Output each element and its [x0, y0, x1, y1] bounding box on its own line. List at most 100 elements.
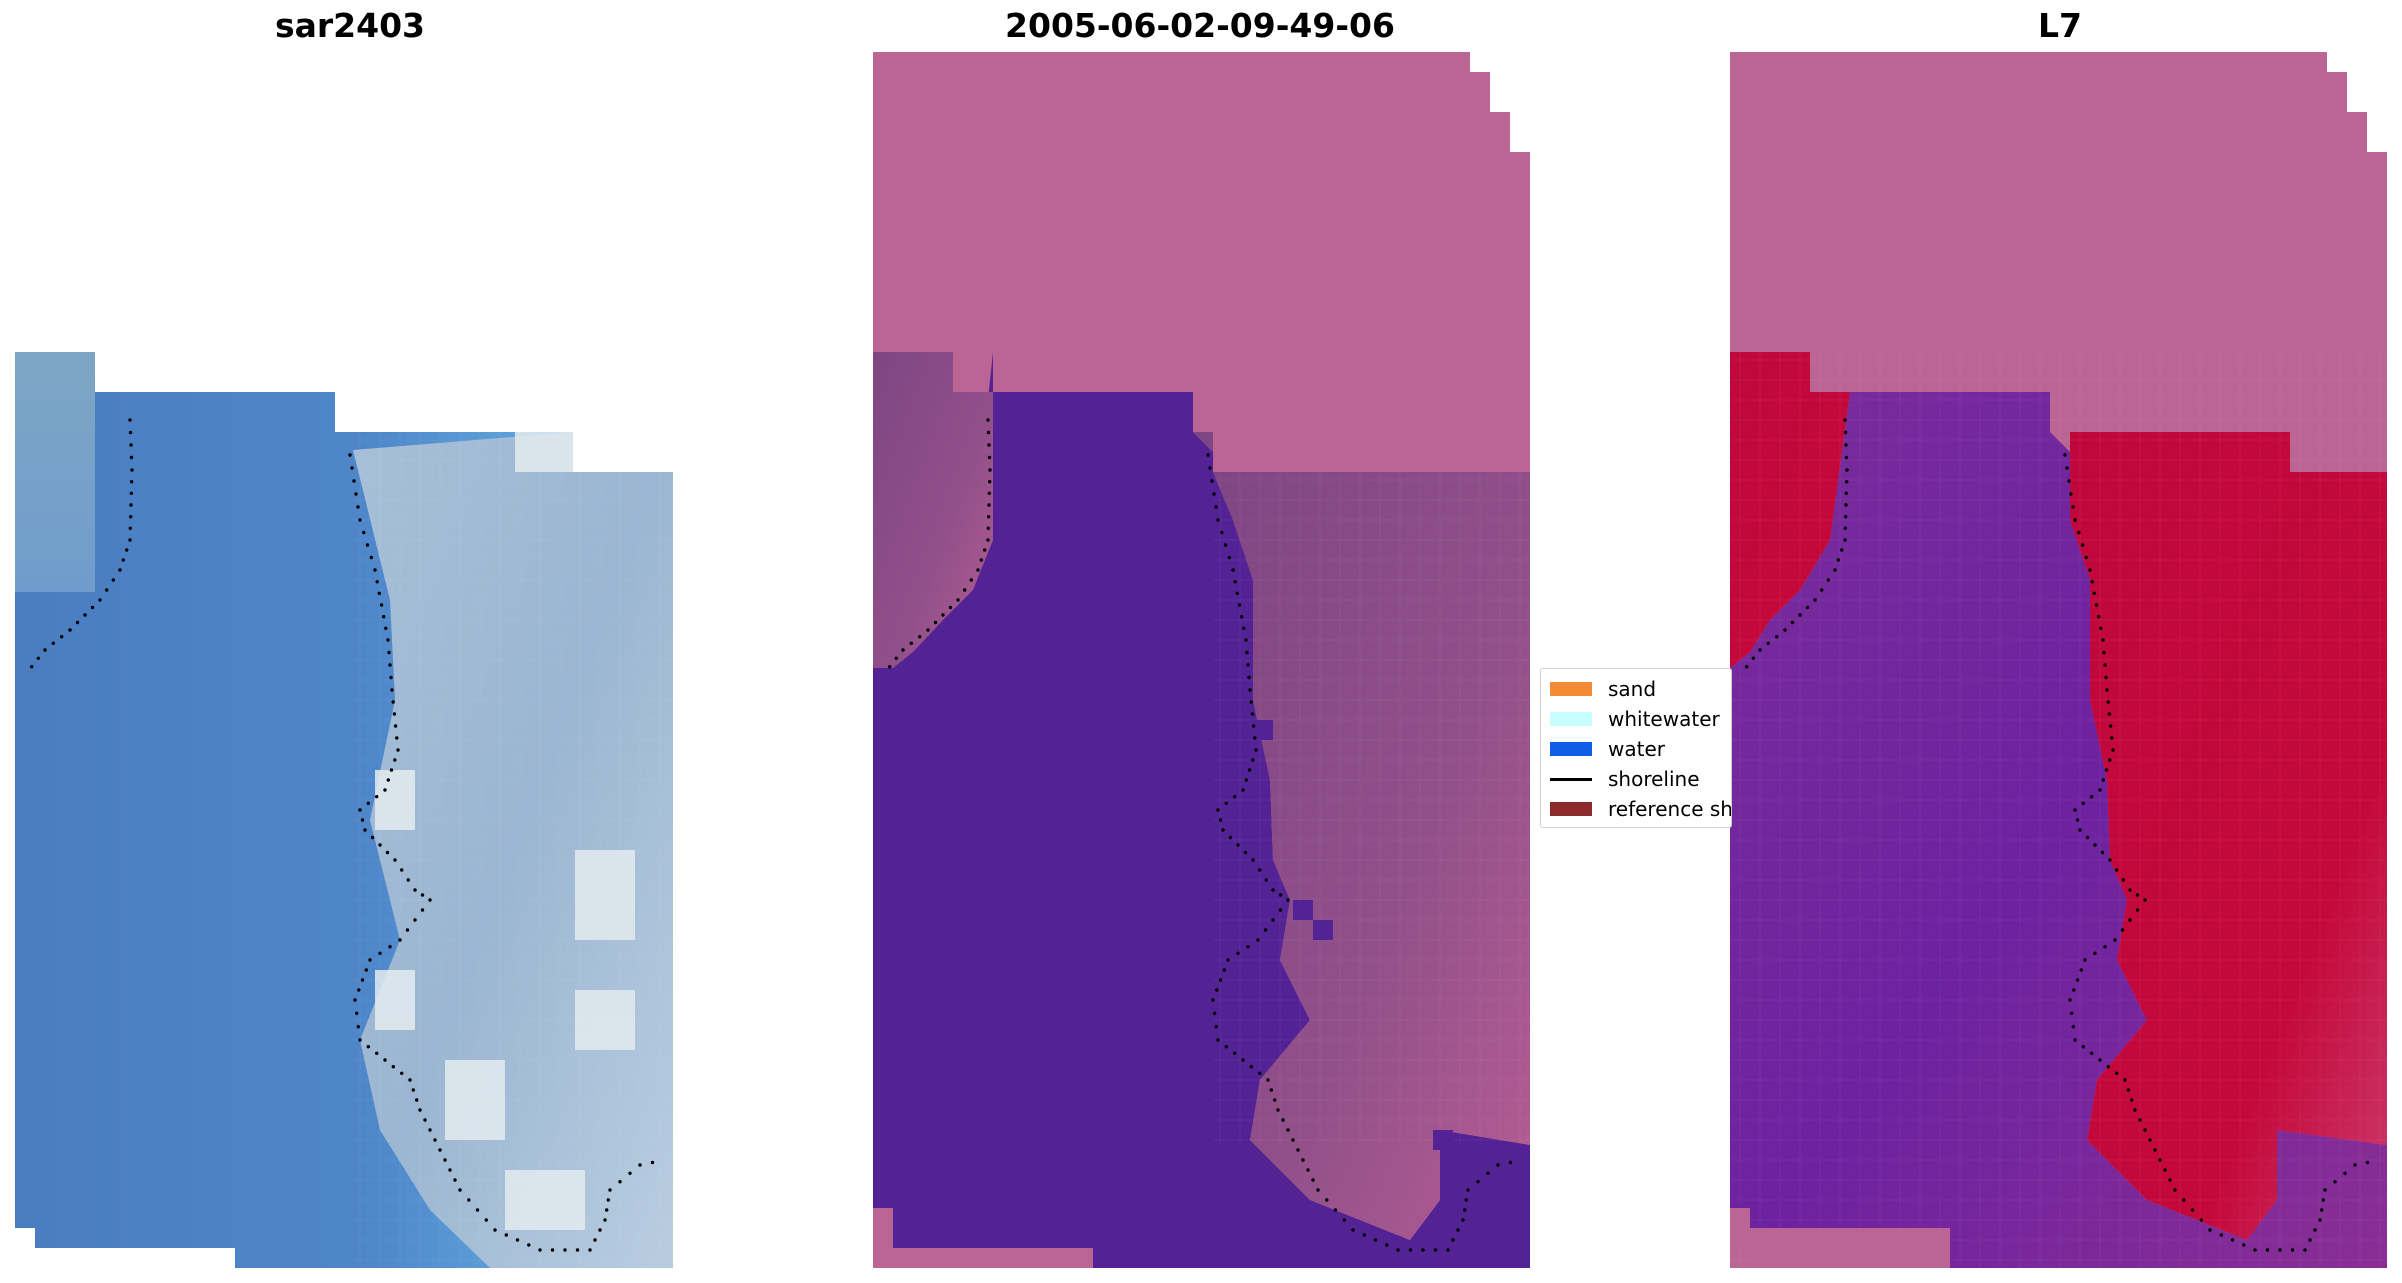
shoreline-dot: [368, 958, 372, 962]
shoreline-dot: [415, 1098, 419, 1102]
shoreline-dot: [2173, 1188, 2177, 1192]
shoreline-dot: [2153, 1148, 2157, 1152]
shoreline-dot: [987, 491, 991, 495]
legend-swatch-water: [1550, 742, 1592, 756]
shoreline-dot: [2106, 1065, 2110, 1069]
shoreline-dot: [438, 1148, 442, 1152]
shoreline-dot: [413, 918, 417, 922]
shoreline-dot: [129, 503, 133, 507]
shoreline-dot: [1220, 530, 1224, 535]
shoreline-dot: [130, 480, 134, 484]
shoreline-dot: [1223, 543, 1228, 547]
shoreline-dot: [60, 635, 64, 639]
shoreline-dot: [2093, 951, 2097, 955]
panel-title-mndwi: L7: [2038, 6, 2082, 45]
shoreline-dot: [1333, 1208, 1338, 1212]
shoreline-dot: [1241, 788, 1245, 792]
legend-line-shoreline: [1550, 778, 1592, 781]
shoreline-dot: [373, 568, 377, 572]
shoreline-dot: [2108, 858, 2112, 862]
shoreline-dot: [389, 768, 394, 772]
shoreline-dot: [2343, 1171, 2347, 1176]
classified-land: [873, 352, 993, 668]
shoreline-dot: [348, 453, 352, 457]
shoreline-dot: [128, 430, 133, 435]
shoreline-dot: [2063, 453, 2067, 457]
shoreline-dot: [2104, 675, 2108, 680]
shoreline-dot: [2253, 1248, 2257, 1252]
shoreline-dot: [1227, 555, 1232, 560]
shoreline-dot: [393, 858, 397, 862]
shoreline-dot: [598, 1228, 602, 1232]
shoreline-dot: [2128, 918, 2132, 922]
shoreline-dot: [2323, 1188, 2327, 1192]
shoreline-dot: [2068, 998, 2072, 1002]
shoreline-dot: [2100, 850, 2105, 855]
shoreline-dot: [515, 1238, 520, 1242]
shoreline-dot: [383, 788, 387, 792]
shoreline-dot: [128, 418, 132, 422]
shoreline-dot: [420, 893, 425, 897]
shoreline-dot: [111, 578, 116, 582]
shoreline-dot: [118, 568, 122, 572]
shoreline-dot: [378, 951, 382, 955]
shoreline-dot: [2108, 724, 2113, 728]
shoreline-dot: [357, 988, 361, 992]
shoreline-dot: [2278, 1248, 2282, 1252]
shoreline-dot: [2093, 843, 2097, 847]
legend-item-whitewater: whitewater: [1541, 708, 1731, 730]
shoreline-dot: [1291, 1138, 1295, 1142]
shoreline-dot: [360, 978, 365, 982]
shoreline-dot: [1496, 1163, 1500, 1167]
shoreline-dot: [1211, 998, 1215, 1002]
shoreline-dot: [391, 700, 395, 704]
shoreline-dot: [1301, 1158, 1305, 1162]
shoreline-dot: [987, 503, 991, 507]
shoreline-dot: [1836, 558, 1841, 562]
shoreline-dot: [121, 558, 126, 562]
shoreline-dot: [2130, 1098, 2134, 1102]
shoreline-dot: [1278, 908, 1283, 912]
legend-swatch-sand: [1550, 682, 1592, 696]
shoreline-dot: [350, 466, 354, 470]
shoreline-dot: [1843, 538, 1847, 542]
shoreline-dot: [98, 598, 102, 602]
shoreline-dot: [2090, 795, 2094, 799]
shoreline-dot: [1408, 1248, 1413, 1252]
shoreline-dot: [2078, 828, 2082, 832]
shoreline-dot: [918, 635, 922, 639]
shoreline-dot: [1745, 665, 1749, 669]
shoreline-dot: [1845, 480, 1849, 484]
shoreline-dot: [926, 628, 930, 632]
shoreline-dot: [393, 758, 397, 762]
shoreline-dot: [2094, 603, 2099, 607]
shoreline-dot: [2073, 1038, 2077, 1042]
shoreline-dot: [355, 1011, 359, 1015]
shoreline-dot: [2143, 1128, 2147, 1132]
shoreline-dot: [1263, 928, 1268, 932]
classified-water: [873, 352, 1530, 1268]
shoreline-dot: [1276, 1108, 1280, 1112]
shoreline-dot: [90, 605, 95, 610]
shoreline-dot: [2083, 958, 2087, 962]
classified-water-pixels: [1253, 720, 1453, 1230]
shoreline-dot: [1751, 656, 1756, 660]
shoreline-dot: [2313, 1228, 2317, 1232]
shoreline-dot: [1433, 1248, 1438, 1252]
panel-title-rgb: sar2403: [274, 6, 426, 45]
shoreline-dot: [467, 1198, 471, 1202]
shoreline-dot: [1286, 1128, 1290, 1132]
shoreline-dot: [1843, 430, 1848, 435]
shoreline-dot: [354, 492, 358, 496]
shoreline-dot: [2135, 893, 2140, 897]
rgb-nearshore-top: [15, 352, 95, 592]
shoreline-dot: [2073, 808, 2077, 812]
shoreline-dot: [963, 588, 967, 592]
shoreline-dot: [382, 615, 386, 619]
shoreline-dot: [366, 801, 370, 805]
shoreline-dot: [1362, 1233, 1367, 1237]
shoreline-dot: [2106, 700, 2110, 704]
shoreline-dot: [2128, 888, 2132, 892]
shoreline-dot: [1247, 675, 1251, 680]
shoreline-dot: [2071, 505, 2075, 509]
